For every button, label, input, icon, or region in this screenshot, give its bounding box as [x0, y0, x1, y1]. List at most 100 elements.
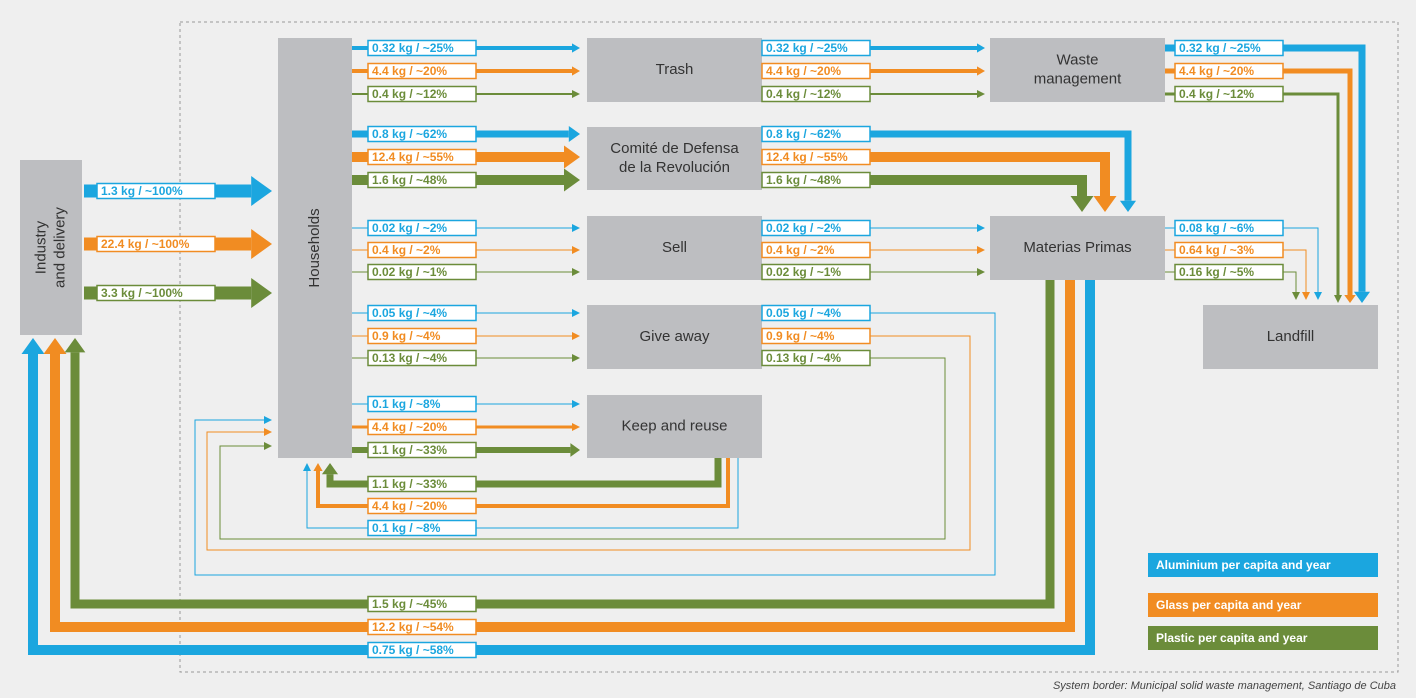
flow-label-box	[367, 263, 477, 281]
arrow-head	[321, 463, 339, 475]
flow-label: 0.05 kg / ~4%	[766, 306, 841, 320]
node-box	[1203, 305, 1378, 369]
arrow-head	[564, 145, 580, 169]
flow-label-box	[761, 148, 871, 166]
arrow-head	[572, 400, 580, 408]
legend-swatch	[1148, 626, 1378, 650]
arrow-head	[977, 66, 985, 76]
flow-labels: 1.3 kg / ~100% 22.4 kg / ~100% 3.3 kg / ~1…	[96, 39, 1284, 659]
flow-label-box	[761, 349, 871, 367]
flow-label-box	[367, 349, 477, 367]
flow-label: 0.32 kg / ~25%	[372, 41, 454, 55]
flow-label-box	[761, 171, 871, 189]
flow-label: 0.4 kg / ~12%	[372, 87, 447, 101]
flow-label-box	[96, 182, 216, 200]
flow-line	[194, 312, 996, 576]
nodes: Industry and delivery Households Trash Comit…	[20, 38, 1378, 458]
arrow-head	[572, 246, 580, 254]
flow-label: 4.4 kg / ~20%	[1179, 64, 1254, 78]
flow-label-box	[1174, 85, 1284, 103]
arrow-head	[572, 90, 580, 98]
flow-label: 0.4 kg / ~12%	[1179, 87, 1254, 101]
flow-label: 0.32 kg / ~25%	[766, 41, 848, 55]
node-label: Sell	[662, 239, 687, 256]
flow-line	[316, 458, 730, 508]
arrow-head	[572, 224, 580, 232]
flow-label: 22.4 kg / ~100%	[101, 237, 190, 251]
node-label: Comité de Defensa	[610, 140, 739, 157]
flow-line	[762, 152, 1110, 196]
arrow-head	[264, 442, 272, 450]
node-label: Industry	[32, 220, 49, 274]
flow-line	[70, 280, 1055, 609]
arrow-head	[21, 338, 45, 354]
flow-label-box	[367, 241, 477, 259]
arrow-head	[1334, 295, 1342, 303]
flow-label: 4.4 kg / ~20%	[372, 64, 447, 78]
flow-label-box	[761, 85, 871, 103]
flow-label-box	[367, 219, 477, 237]
flow-label: 0.08 kg / ~6%	[1179, 221, 1254, 235]
flow-label-box	[1174, 241, 1284, 259]
flow-label-box	[367, 497, 477, 515]
arrow-head	[1093, 196, 1117, 212]
flow-label-box	[367, 395, 477, 413]
flow-label: 1.6 kg / ~48%	[372, 173, 447, 187]
arrow-head	[1119, 200, 1137, 212]
node-box	[587, 216, 762, 280]
flow-label: 0.05 kg / ~4%	[372, 306, 447, 320]
flow-label: 4.4 kg / ~20%	[372, 420, 447, 434]
arrow-head	[977, 246, 985, 254]
flow-line	[219, 357, 946, 540]
arrow-head	[572, 332, 580, 340]
flow-label-box	[367, 618, 477, 636]
node-label: Trash	[656, 61, 694, 78]
flow-label-box	[761, 304, 871, 322]
flow-label-box	[367, 595, 477, 613]
flow-label: 12.2 kg / ~54%	[372, 620, 454, 634]
flow-line	[50, 280, 1075, 632]
arrow-head	[313, 463, 323, 471]
flow-label: 1.1 kg / ~33%	[372, 477, 447, 491]
node-box	[587, 38, 762, 102]
arrow-head	[572, 423, 580, 431]
flow-label-box	[96, 235, 216, 253]
legend-label: Aluminium per capita and year	[1156, 558, 1331, 572]
arrow-head	[564, 168, 580, 192]
arrow-head	[572, 66, 580, 76]
flow-label-box	[1174, 39, 1284, 57]
arrow-head	[572, 309, 580, 317]
arrow-head	[303, 463, 311, 471]
flow-label: 0.75 kg / ~58%	[372, 643, 454, 657]
flow-label: 4.4 kg / ~20%	[372, 499, 447, 513]
flow-label-box	[367, 519, 477, 537]
node-box	[587, 127, 762, 190]
flow-line	[28, 280, 1095, 655]
node-box	[587, 305, 762, 369]
flow-label: 0.13 kg / ~4%	[372, 351, 447, 365]
node-label: Landfill	[1267, 328, 1315, 345]
arrow-head	[251, 176, 272, 206]
flow-label: 0.13 kg / ~4%	[766, 351, 841, 365]
flow-label-box	[367, 304, 477, 322]
flow-label-box	[367, 641, 477, 659]
node-box	[20, 160, 82, 335]
flow-label-box	[367, 125, 477, 143]
legend-swatch	[1148, 593, 1378, 617]
arrow-head	[264, 428, 272, 436]
node-label: Households	[306, 208, 323, 287]
flow-line	[326, 458, 722, 488]
node-label: Keep and reuse	[622, 417, 728, 434]
flow-label: 1.3 kg / ~100%	[101, 184, 183, 198]
flow-label-box	[367, 85, 477, 103]
flow-label: 0.02 kg / ~2%	[766, 221, 841, 235]
arrow-head	[264, 416, 272, 424]
flow-label: 0.8 kg / ~62%	[766, 127, 841, 141]
arrow-head	[1302, 292, 1310, 300]
footer: System border: Municipal solid waste man…	[1053, 680, 1396, 692]
legend-label: Plastic per capita and year	[1156, 631, 1308, 645]
flow-label: 0.4 kg / ~2%	[372, 243, 441, 257]
arrow-head	[572, 268, 580, 276]
flow-label-box	[367, 171, 477, 189]
